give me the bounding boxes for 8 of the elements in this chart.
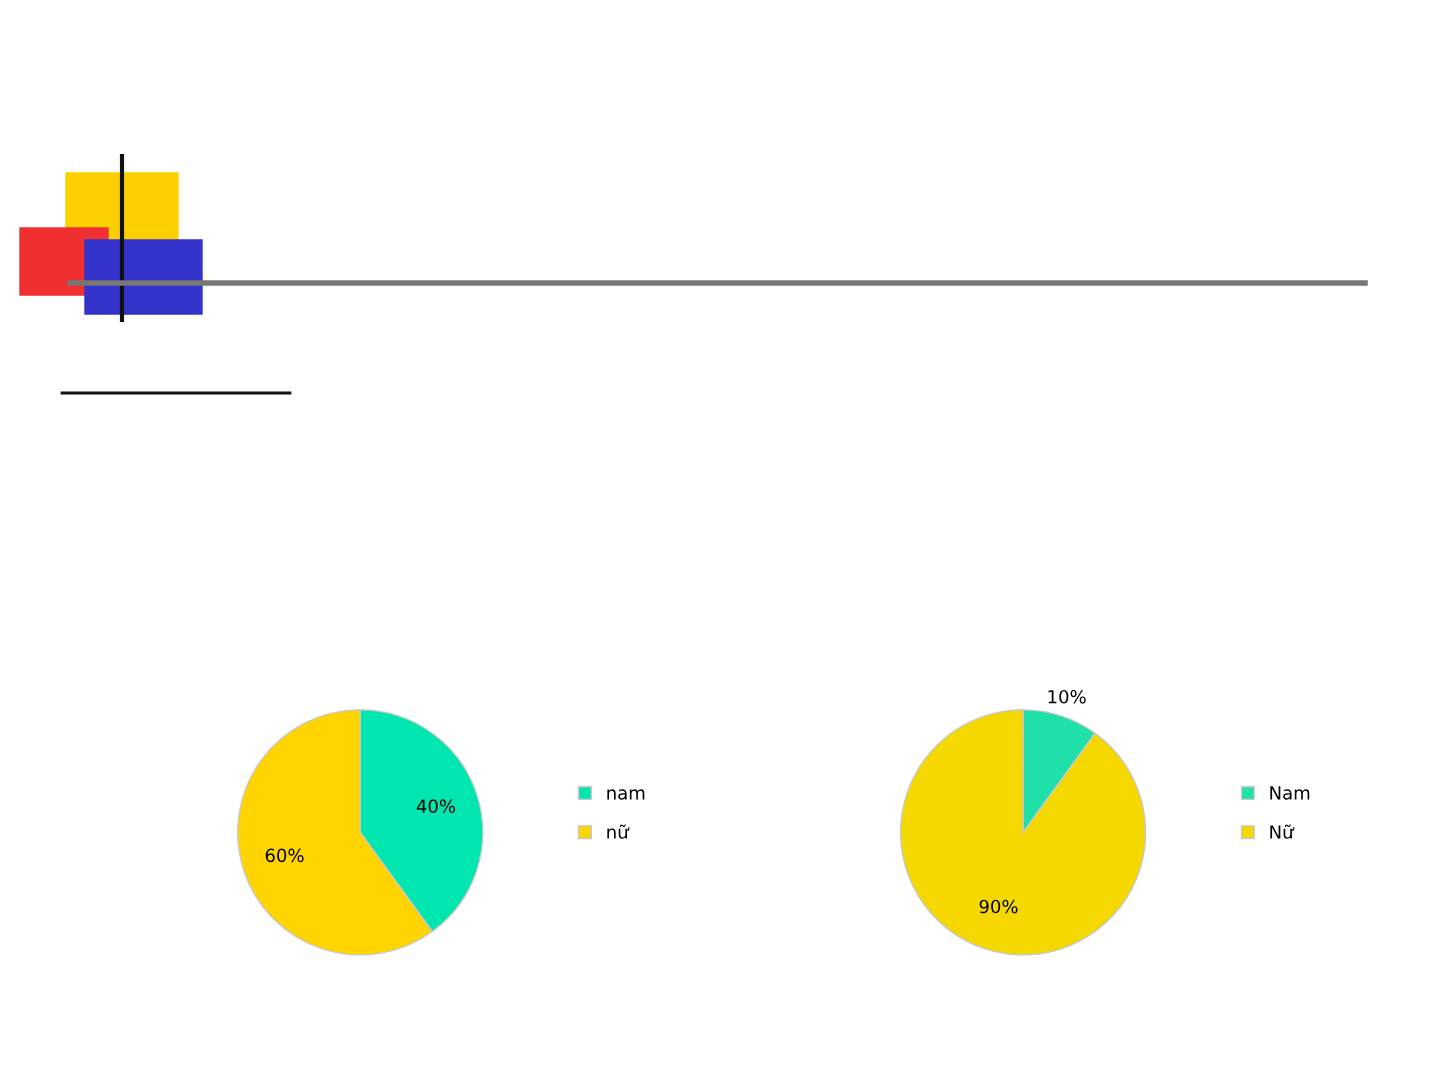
legend-label: Nam bbox=[1270, 786, 1310, 800]
legend-label: nữ bbox=[607, 824, 630, 839]
legend-label: nam bbox=[607, 789, 645, 800]
data-label: 60% bbox=[265, 848, 304, 863]
legend-label: Nữ bbox=[1270, 824, 1295, 839]
data-label: 40% bbox=[416, 799, 456, 813]
data-label: 90% bbox=[979, 899, 1018, 914]
data-label: 10% bbox=[1048, 689, 1086, 704]
